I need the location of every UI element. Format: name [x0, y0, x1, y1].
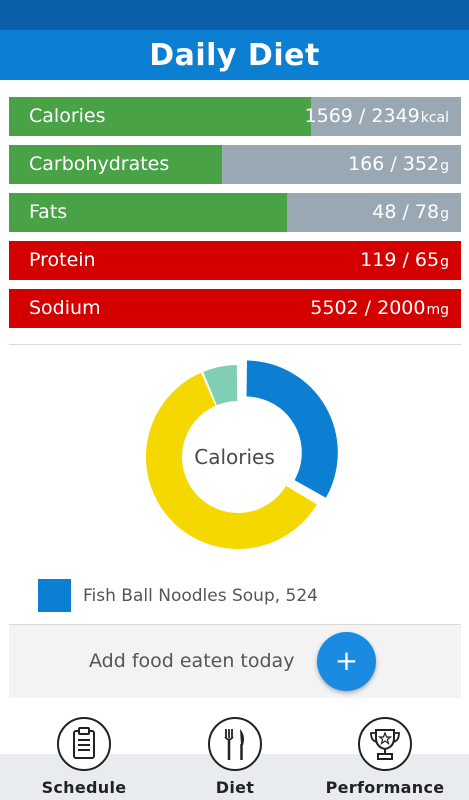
calorie-donut-chart[interactable]: Calories — [0, 345, 469, 565]
nav-diet[interactable]: Diet — [165, 716, 305, 797]
nutrient-unit: g — [440, 158, 449, 174]
nutrient-label: Carbohydrates — [29, 153, 170, 175]
nutrient-unit: g — [440, 206, 449, 222]
nutrient-bar-fill — [9, 145, 223, 184]
nav-label: Diet — [215, 778, 255, 797]
divider — [9, 624, 461, 625]
trophy-icon — [358, 717, 412, 771]
donut-svg — [146, 360, 338, 550]
donut-center-label: Calories — [194, 445, 275, 469]
legend-text: Fish Ball Noodles Soup, 524 — [83, 585, 318, 606]
nutrient-amount: 5502 / 2000 — [310, 297, 426, 319]
chart-legend: Fish Ball Noodles Soup, 524 — [38, 579, 318, 612]
nutrient-value: 48 / 78g — [372, 193, 449, 232]
divider — [9, 344, 461, 345]
nutrient-value: 119 / 65g — [360, 241, 449, 280]
nutrient-amount: 1569 / 2349 — [304, 105, 420, 127]
add-food-row[interactable]: Add food eaten today + — [9, 625, 461, 698]
nutrient-bar-carbohydrates: Carbohydrates 166 / 352g — [9, 145, 461, 184]
nutrient-amount: 166 / 352 — [348, 153, 440, 175]
nutrient-value: 1569 / 2349kcal — [305, 97, 449, 136]
nav-schedule[interactable]: Schedule — [14, 716, 154, 797]
nutrient-bar-fats: Fats 48 / 78g — [9, 193, 461, 232]
nutrient-bar-calories: Calories 1569 / 2349kcal — [9, 97, 461, 136]
nutrient-amount: 119 / 65 — [360, 249, 440, 271]
nutrient-bar-fill — [9, 193, 288, 232]
legend-swatch — [38, 579, 71, 612]
donut-slice[interactable] — [203, 365, 238, 406]
nav-label: Performance — [325, 778, 445, 797]
nutrient-bar-fill — [9, 97, 311, 136]
fork-knife-icon — [208, 717, 262, 771]
app-header: Daily Diet — [0, 30, 469, 80]
bottom-nav: Schedule Diet Performance — [0, 708, 469, 800]
page-title: Daily Diet — [149, 37, 320, 73]
nutrient-label: Fats — [29, 201, 68, 223]
nutrient-value: 5502 / 2000mg — [310, 289, 449, 328]
nutrient-bar-protein: Protein 119 / 65g — [9, 241, 461, 280]
nutrient-label: Calories — [29, 105, 106, 127]
nutrient-bar-fill — [9, 241, 461, 280]
nav-performance[interactable]: Performance — [315, 716, 455, 797]
nutrient-value: 166 / 352g — [348, 145, 449, 184]
add-food-button[interactable]: + — [317, 632, 376, 691]
nutrient-unit: kcal — [420, 110, 449, 126]
nutrient-amount: 48 / 78 — [372, 201, 440, 223]
nutrient-unit: g — [440, 254, 449, 270]
nutrient-label: Sodium — [29, 297, 101, 319]
donut-slice[interactable] — [146, 372, 317, 550]
status-bar — [0, 0, 469, 30]
nutrient-list: Calories 1569 / 2349kcal Carbohydrates 1… — [9, 97, 461, 337]
nutrient-bar-fill — [9, 289, 461, 328]
nutrient-unit: mg — [426, 302, 449, 318]
nutrient-bar-sodium: Sodium 5502 / 2000mg — [9, 289, 461, 328]
nav-label: Schedule — [41, 778, 127, 797]
clipboard-icon — [57, 717, 111, 771]
add-food-label: Add food eaten today — [89, 650, 295, 672]
donut-slice[interactable] — [246, 360, 338, 498]
nutrient-label: Protein — [29, 249, 96, 271]
